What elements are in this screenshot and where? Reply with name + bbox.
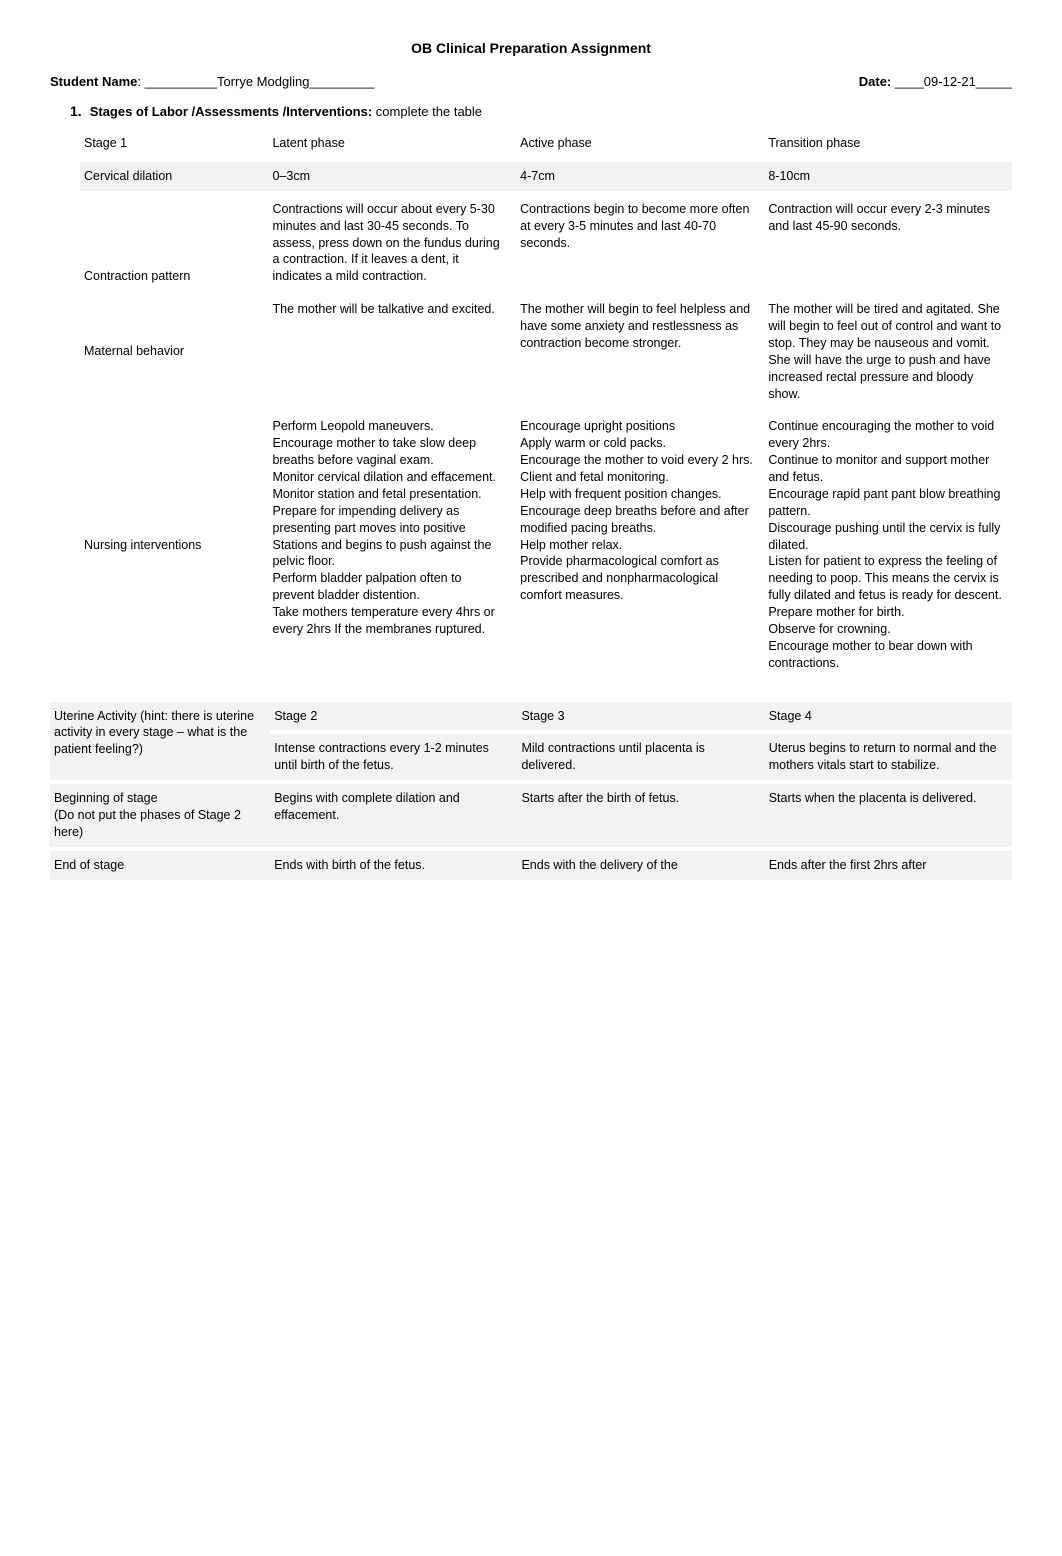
table-row: Nursing interventions Perform Leopold ma…	[80, 412, 1012, 677]
section-1-num: 1.	[70, 103, 82, 119]
cell: 8-10cm	[764, 162, 1012, 191]
row-label: Nursing interventions	[80, 412, 268, 677]
labor-stages-table: Stage 1 Latent phase Active phase Transi…	[80, 125, 1012, 682]
student-name-value: __________Torrye Modgling_________	[145, 74, 375, 89]
active-phase-label: Active phase	[516, 129, 764, 158]
stage4-label: Stage 4	[765, 702, 1012, 731]
section-1-title: Stages of Labor /Assessments /Interventi…	[90, 104, 372, 119]
cell: Ends with the delivery of the	[517, 851, 764, 880]
row-label: Beginning of stage (Do not put the phase…	[50, 784, 270, 847]
date-value: ____09-12-21_____	[895, 74, 1012, 89]
table-header-row: Stage 1 Latent phase Active phase Transi…	[80, 129, 1012, 158]
cell: Mild contractions until placenta is deli…	[517, 734, 764, 780]
cell: The mother will be tired and agitated. S…	[764, 295, 1012, 408]
doc-title: OB Clinical Preparation Assignment	[50, 40, 1012, 56]
stage3-label: Stage 3	[517, 702, 764, 731]
student-name-colon: :	[137, 74, 144, 89]
cell: Starts after the birth of fetus.	[517, 784, 764, 847]
cell: Uterus begins to return to normal and th…	[765, 734, 1012, 780]
cell: Begins with complete dilation and efface…	[270, 784, 517, 847]
transition-phase-label: Transition phase	[764, 129, 1012, 158]
cell: Perform Leopold maneuvers. Encourage mot…	[268, 412, 516, 677]
cell: 0–3cm	[268, 162, 516, 191]
cell: 4-7cm	[516, 162, 764, 191]
table-row: End of stage Ends with birth of the fetu…	[50, 851, 1012, 880]
table-row: Cervical dilation 0–3cm 4-7cm 8-10cm	[80, 162, 1012, 191]
row-label: Uterine Activity (hint: there is uterine…	[50, 702, 270, 781]
row-label: Contraction pattern	[80, 195, 268, 291]
cell: Encourage upright positions Apply warm o…	[516, 412, 764, 677]
cell: Contraction will occur every 2-3 minutes…	[764, 195, 1012, 291]
student-name-block: Student Name: __________Torrye Modgling_…	[50, 74, 375, 89]
latent-phase-label: Latent phase	[268, 129, 516, 158]
student-name-label: Student Name	[50, 74, 137, 89]
row-label: Maternal behavior	[80, 295, 268, 408]
section-1-heading: 1. Stages of Labor /Assessments /Interve…	[50, 103, 1012, 119]
cell: Continue encouraging the mother to void …	[764, 412, 1012, 677]
stages-234-table: Uterine Activity (hint: there is uterine…	[50, 698, 1012, 884]
cell: Contractions will occur about every 5-30…	[268, 195, 516, 291]
row-label: End of stage	[50, 851, 270, 880]
date-label: Date:	[859, 74, 892, 89]
header-row: Student Name: __________Torrye Modgling_…	[50, 74, 1012, 89]
cell: Starts when the placenta is delivered.	[765, 784, 1012, 847]
table-row: Contraction pattern Contractions will oc…	[80, 195, 1012, 291]
row-label: Cervical dilation	[80, 162, 268, 191]
table-row: Uterine Activity (hint: there is uterine…	[50, 702, 1012, 731]
cell: Ends with birth of the fetus.	[270, 851, 517, 880]
cell: The mother will be talkative and excited…	[268, 295, 516, 408]
table-row: Maternal behavior The mother will be tal…	[80, 295, 1012, 408]
stage2-label: Stage 2	[270, 702, 517, 731]
date-block: Date: ____09-12-21_____	[859, 74, 1012, 89]
cell: The mother will begin to feel helpless a…	[516, 295, 764, 408]
cell: Ends after the first 2hrs after	[765, 851, 1012, 880]
cell: Contractions begin to become more often …	[516, 195, 764, 291]
table-row: Beginning of stage (Do not put the phase…	[50, 784, 1012, 847]
stage1-label: Stage 1	[80, 129, 268, 158]
section-1-rest: complete the table	[376, 104, 482, 119]
cell: Intense contractions every 1-2 minutes u…	[270, 734, 517, 780]
